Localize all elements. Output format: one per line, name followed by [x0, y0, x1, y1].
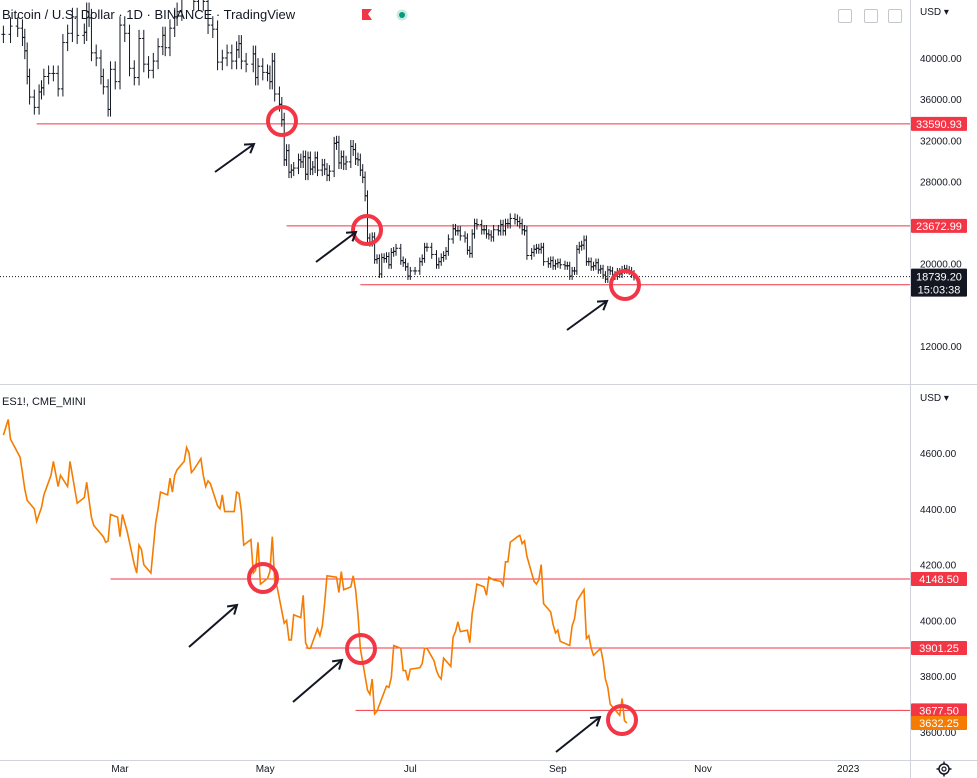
bottom-tick-label: 4000.00	[920, 616, 957, 627]
top-tick-label: 20000.00	[920, 260, 962, 271]
time-tick-label: Jul	[404, 764, 417, 775]
highlight-circle	[609, 269, 641, 301]
bottom-exchange: CME_MINI	[31, 396, 86, 408]
highlight-circle	[247, 562, 279, 594]
bottom-tick-label: 4400.00	[920, 505, 957, 516]
flag-icon[interactable]	[360, 8, 374, 22]
pointer-arrow-head	[589, 715, 602, 727]
currency-bottom[interactable]: USD ▾	[920, 393, 949, 404]
pointer-arrow-head	[226, 603, 239, 615]
last-price-pill-bg	[911, 268, 967, 297]
top-exchange: BINANCE	[154, 7, 213, 22]
pointer-arrow-head	[331, 658, 344, 670]
bottom-tick-label: 3600.00	[920, 728, 957, 739]
time-tick-label: May	[256, 764, 275, 775]
time-tick-label: Mar	[111, 764, 129, 775]
top-tick-label: 12000.00	[920, 342, 962, 353]
time-tick-label: 2023	[837, 764, 860, 775]
bottom-tick-label: 3800.00	[920, 672, 957, 683]
top-separator: ·	[215, 7, 224, 22]
price-axis-separator	[910, 0, 911, 778]
pointer-arrow	[214, 143, 255, 173]
last-price-label: 18739.20	[916, 272, 962, 284]
level-pill-bottom-bg	[911, 640, 967, 655]
pane-divider[interactable]	[0, 384, 977, 385]
level-pill-bottom-label: 4148.50	[919, 574, 959, 586]
top-support-lines	[36, 123, 910, 286]
pointer-arrow	[188, 604, 238, 648]
top-price-axis: 40000.00 36000.00 32000.00 28000.00 20000.00…	[920, 54, 962, 353]
pointer-arrow	[555, 716, 601, 753]
highlight-circle	[345, 633, 377, 665]
highlight-circle	[351, 214, 383, 246]
highlight-circle	[266, 105, 298, 137]
annotations	[188, 105, 641, 753]
level-pill-top-bg	[911, 218, 967, 233]
countdown-label: 15:03:38	[918, 285, 961, 297]
level-pill-top-bg	[911, 116, 967, 131]
level-pill-bottom-label: 3901.25	[919, 643, 959, 655]
pointer-arrow-head	[243, 142, 256, 154]
currency-top-label: USD	[920, 7, 942, 18]
bottom-legend[interactable]: ES1!, CME_MINI	[2, 396, 86, 408]
btc-candles	[1, 0, 636, 283]
top-tick-label: 36000.00	[920, 95, 962, 106]
time-tick-label: Nov	[694, 764, 712, 775]
arrow-down-icon[interactable]	[838, 9, 852, 23]
es-line-series	[2, 419, 628, 724]
last-price-pill-bottom-bg	[911, 716, 967, 731]
pointer-arrow	[315, 231, 357, 263]
time-tick-label: Sep	[549, 764, 567, 775]
top-tick-label: 40000.00	[920, 54, 962, 65]
minus-icon[interactable]	[864, 9, 878, 23]
market-status-icon[interactable]	[396, 9, 408, 21]
pointer-arrow	[292, 659, 343, 703]
level-pill-top-label: 23672.99	[916, 221, 962, 233]
price-pills: 33590.9323672.9917950.464148.503901.2536…	[911, 116, 967, 731]
pointer-arrow-head	[345, 230, 358, 242]
currency-top[interactable]: USD ▾	[920, 7, 949, 18]
level-pill-bottom-bg	[911, 703, 967, 718]
top-interval: 1D	[126, 7, 143, 22]
bottom-separator: ,	[25, 396, 32, 408]
bottom-tick-label: 4600.00	[920, 449, 957, 460]
bottom-price-axis: 4600.00 4400.00 4200.00 4000.00 3800.00 3600.…	[920, 449, 957, 739]
top-tick-label: 28000.00	[920, 177, 962, 188]
settings-gear-icon[interactable]	[935, 760, 953, 778]
level-pill-top-label: 33590.93	[916, 119, 962, 131]
pointer-arrow	[566, 300, 608, 331]
time-axis: Mar May Jul Sep Nov 2023	[111, 764, 859, 775]
top-separator: ·	[146, 7, 155, 22]
time-axis-separator	[0, 760, 977, 761]
top-tick-label: 32000.00	[920, 136, 962, 147]
top-brand: TradingView	[223, 7, 296, 22]
highlight-circle	[606, 704, 638, 736]
currency-bottom-label: USD	[920, 393, 942, 404]
level-pill-bottom-label: 3677.50	[919, 705, 959, 717]
bottom-support-lines	[110, 578, 910, 711]
bottom-tick-label: 4200.00	[920, 561, 957, 572]
maximize-icon[interactable]	[888, 9, 902, 23]
level-pill-bottom-bg	[911, 571, 967, 586]
pointer-arrow-head	[596, 299, 609, 311]
top-separator: ·	[118, 7, 127, 22]
bottom-symbol: ES1!	[2, 396, 26, 408]
last-price-pill-bottom-label: 3632.25	[919, 718, 959, 730]
